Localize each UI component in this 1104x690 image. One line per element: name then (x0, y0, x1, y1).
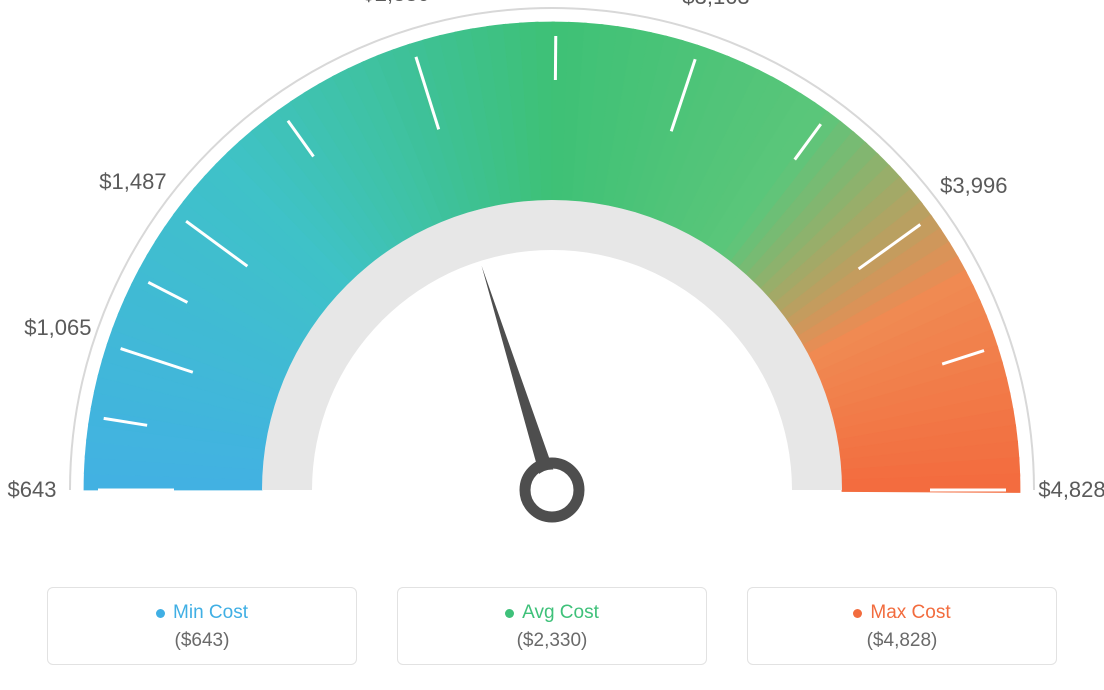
gauge-tick-label: $1,487 (99, 169, 166, 195)
legend-max-value: ($4,828) (748, 630, 1056, 652)
legend-avg-label: Avg Cost (505, 602, 599, 624)
legend-avg-value: ($2,330) (398, 630, 706, 652)
legend-row: Min Cost ($643) Avg Cost ($2,330) Max Co… (0, 587, 1104, 665)
gauge-chart: $643 $1,065 $1,487 $2,330 $3,163 $3,996 $4,828 (0, 0, 1104, 560)
gauge-tick-label: $3,996 (940, 173, 1007, 199)
gauge-tick-label: $4,828 (1038, 477, 1104, 503)
gauge-tick-label: $2,330 (362, 0, 429, 7)
gauge-tick-label: $3,163 (682, 0, 749, 10)
legend-max-label: Max Cost (853, 602, 950, 624)
legend-card-min: Min Cost ($643) (47, 587, 357, 665)
gauge-tick-label: $1,065 (24, 315, 91, 341)
legend-min-value: ($643) (48, 630, 356, 652)
legend-card-avg: Avg Cost ($2,330) (397, 587, 707, 665)
gauge-svg (0, 0, 1104, 560)
gauge-tick-label: $643 (8, 477, 57, 503)
legend-card-max: Max Cost ($4,828) (747, 587, 1057, 665)
legend-min-label: Min Cost (156, 602, 248, 624)
